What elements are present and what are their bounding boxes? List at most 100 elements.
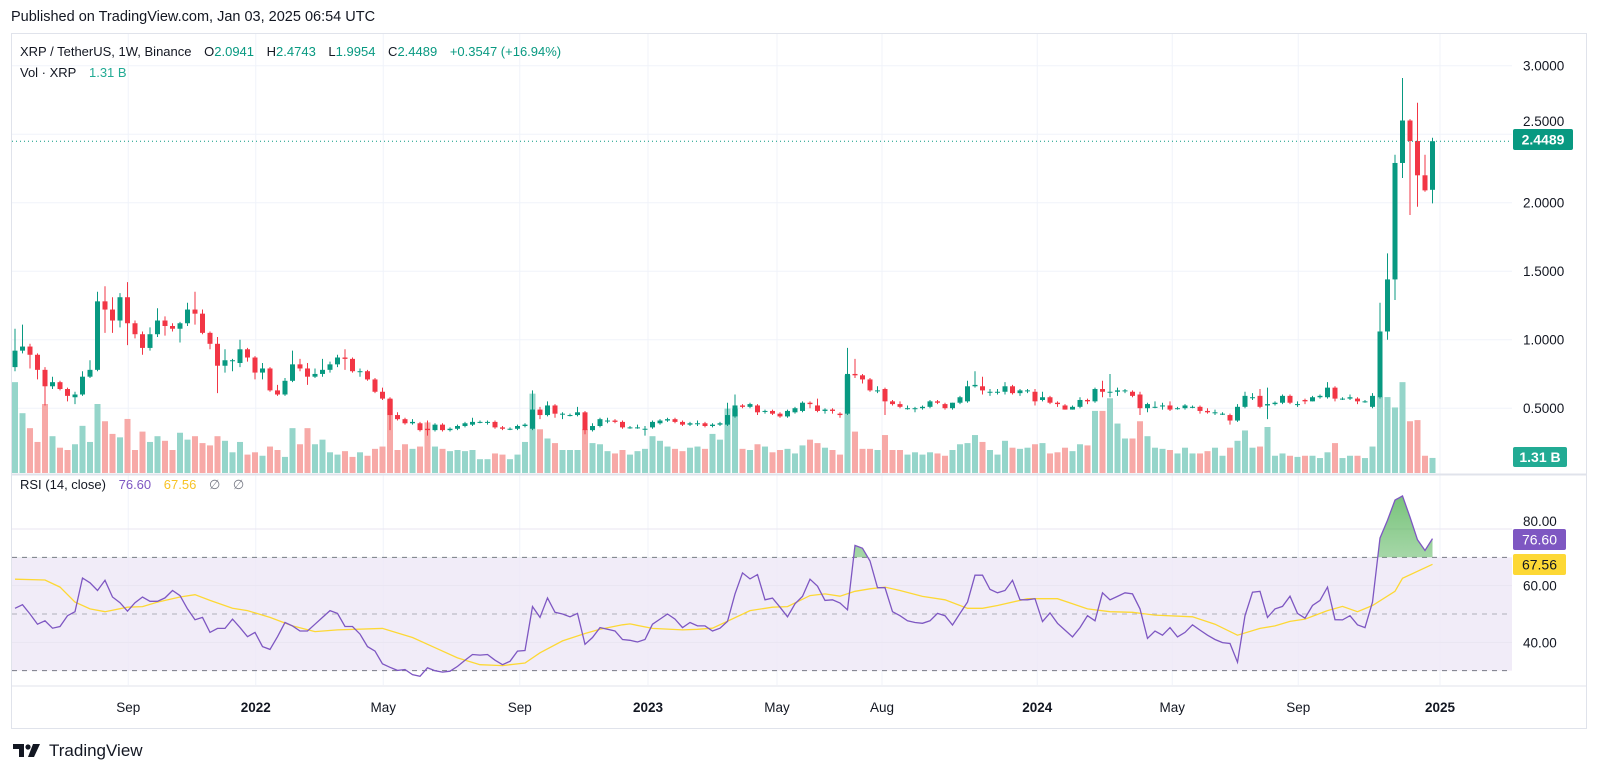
candle-body: [312, 373, 318, 377]
volume-bar: [1032, 444, 1038, 473]
volume-bar: [1212, 447, 1218, 473]
candle-body: [1032, 391, 1038, 402]
candle-body: [50, 382, 55, 387]
price-axis[interactable]: 3.0000 2.5000 2.0000 1.5000 1.0000 0.5000: [1523, 59, 1564, 417]
candle-body: [207, 332, 213, 344]
candle-body: [740, 405, 745, 407]
volume-bar: [1039, 443, 1046, 473]
volume-bar: [1129, 438, 1136, 473]
price-axis-label: 3.0000: [1523, 59, 1564, 74]
candle-body: [597, 419, 603, 427]
volume-bar: [522, 441, 528, 473]
volume-bar: [274, 450, 281, 473]
volume-bar: [49, 436, 56, 473]
volume-bar: [1144, 436, 1151, 473]
volume-bar: [447, 451, 453, 473]
candle-body: [1085, 399, 1090, 402]
volume-bar: [394, 450, 401, 473]
volume-bar: [867, 448, 873, 473]
volume-bar: [792, 453, 798, 473]
candle-body: [642, 428, 648, 430]
time-axis[interactable]: Sep 2022 May Sep 2023 May Aug 2024 May Sep 2025: [116, 700, 1455, 715]
candle-body: [57, 382, 63, 390]
candle-body: [260, 368, 265, 373]
volume-bar: [514, 454, 521, 473]
candle-body: [87, 369, 93, 377]
open-label: O: [204, 44, 215, 59]
volume-bar: [267, 446, 273, 473]
rsi-na-2: ∅: [232, 477, 245, 492]
volume-bar: [252, 452, 258, 473]
tradingview-footer[interactable]: TradingView: [13, 741, 143, 761]
candle-body: [35, 354, 40, 370]
rsi-value-tag-text: 76.60: [1522, 532, 1557, 548]
candle-body: [305, 368, 310, 377]
volume-bar: [957, 444, 963, 473]
candle-body: [252, 357, 258, 373]
candle-body: [357, 371, 363, 373]
candle-body: [1280, 395, 1285, 403]
volume-bar: [147, 441, 153, 473]
candle-body: [792, 408, 798, 413]
volume-bar: [177, 432, 183, 473]
candle-body: [1047, 397, 1053, 403]
rsi-axis[interactable]: 80.00 60.00 40.00: [1523, 514, 1557, 650]
volume-legend[interactable]: Vol · XRP 1.31 B: [20, 65, 127, 80]
candle-body: [492, 421, 498, 428]
volume-bar: [852, 431, 858, 473]
volume-bar: [34, 441, 41, 473]
time-axis-label: Sep: [508, 700, 532, 715]
candle-body: [830, 409, 835, 411]
volume-bar: [214, 436, 221, 473]
volume-bar: [1354, 455, 1361, 473]
volume-bar: [1009, 447, 1016, 473]
volume-bar: [1002, 440, 1008, 473]
candle-body: [1257, 395, 1263, 407]
rsi-value-tag: 76.60: [1513, 529, 1566, 550]
symbol-title[interactable]: XRP / TetherUS, 1W, Binance: [20, 44, 192, 59]
rsi-label[interactable]: RSI (14, close): [20, 477, 106, 492]
volume-bar: [132, 450, 138, 473]
candle-body: [1407, 120, 1413, 142]
candle-body: [455, 426, 460, 429]
volume-bar: [469, 450, 476, 473]
volume-bar: [507, 459, 513, 473]
volume-bar: [244, 454, 251, 473]
volume-bar: [477, 459, 483, 473]
candle-body: [365, 371, 370, 380]
candle-body: [417, 423, 423, 431]
volume-bar: [1279, 453, 1286, 473]
candle-body: [942, 404, 948, 409]
symbol-legend[interactable]: XRP / TetherUS, 1W, Binance O2.0941 H2.4…: [20, 44, 561, 59]
low-label: L: [328, 44, 336, 59]
volume-bar: [237, 441, 243, 473]
candle-body: [155, 320, 160, 335]
volume-label[interactable]: Vol · XRP: [20, 65, 77, 80]
rsi-legend[interactable]: RSI (14, close) 76.60 67.56 ∅ ∅: [20, 477, 244, 493]
candle-body: [770, 410, 775, 414]
volume-bar: [1407, 421, 1413, 473]
volume-bar: [1182, 447, 1188, 473]
candle-body: [222, 360, 228, 366]
candle-body: [537, 409, 543, 416]
time-axis-label: 2023: [633, 700, 664, 715]
volume-bar: [1099, 410, 1106, 473]
volume-bar: [747, 450, 753, 473]
candle-body: [1265, 404, 1270, 406]
candle-body: [605, 420, 610, 422]
last-price-tag: 2.4489: [1513, 129, 1573, 150]
candle-body: [1317, 395, 1323, 398]
time-axis-label: Aug: [870, 700, 894, 715]
candle-body: [1287, 395, 1293, 403]
rsi-ma-tag: 67.56: [1513, 554, 1566, 575]
volume-bar: [439, 448, 446, 473]
high-value: 2.4743: [276, 44, 316, 59]
candle-body: [1250, 397, 1255, 399]
rsi-ma-line: [14, 563, 1433, 667]
candle-body: [582, 412, 588, 431]
volume-bar: [117, 437, 123, 473]
volume-bar: [1302, 455, 1308, 473]
candle-body: [185, 309, 190, 324]
candle-body: [1310, 397, 1315, 402]
